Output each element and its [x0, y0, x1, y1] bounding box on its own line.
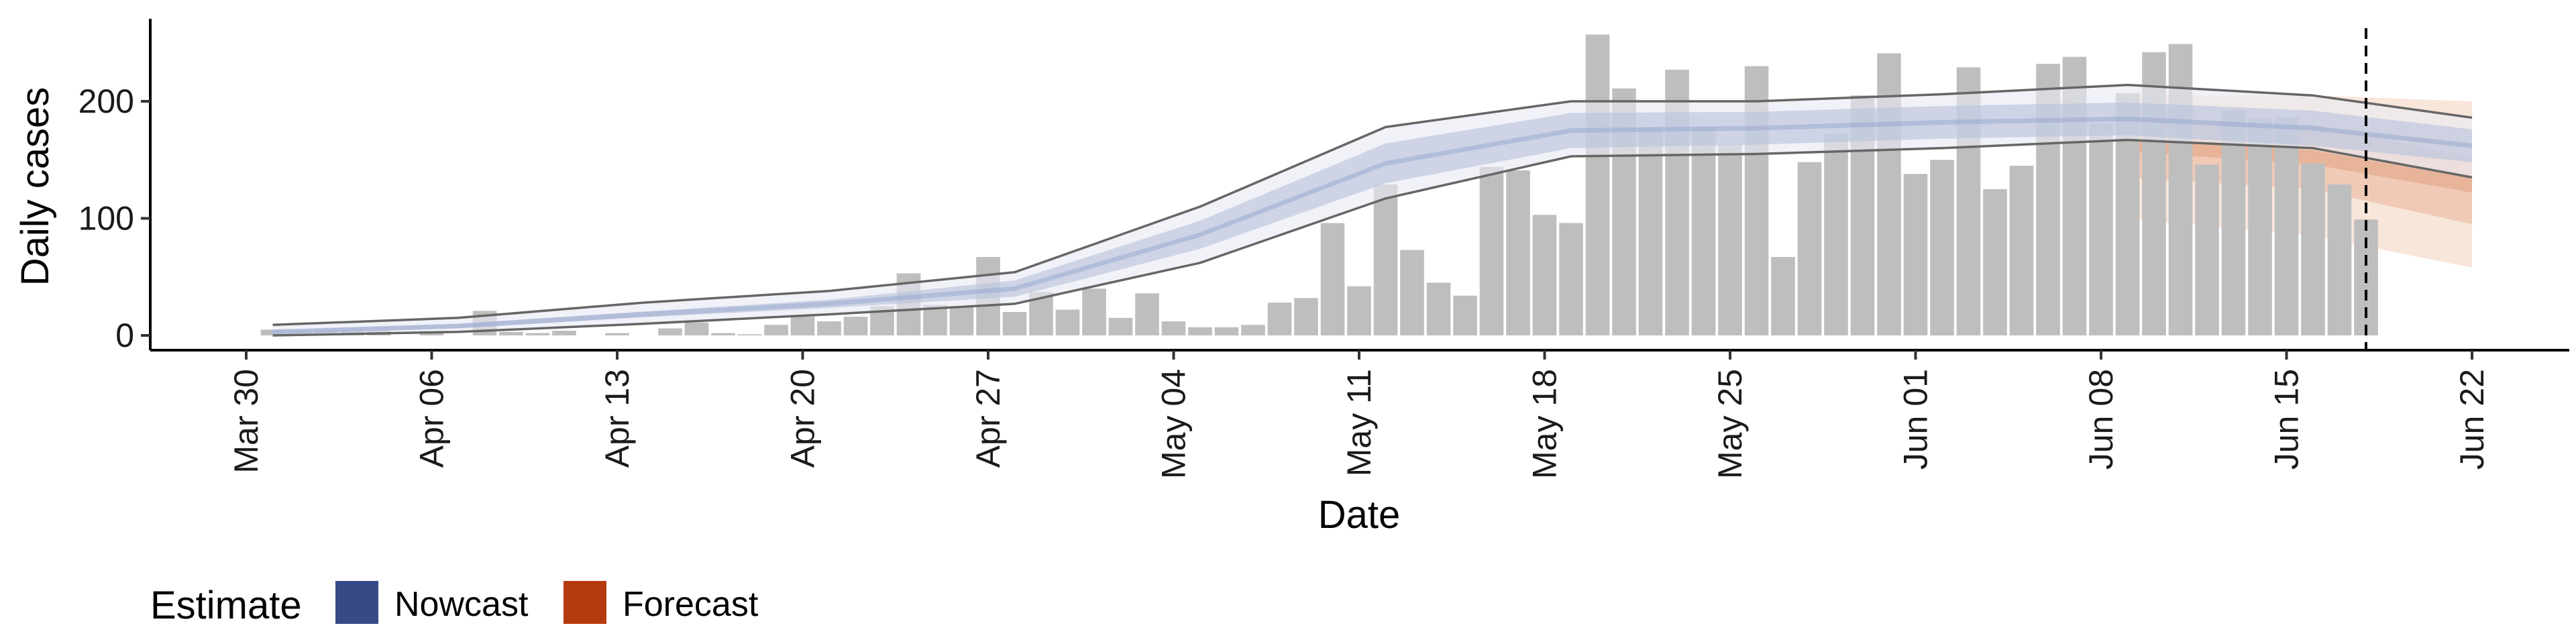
case-bar [1718, 144, 1742, 335]
case-bar [1585, 34, 1610, 335]
case-bar [2009, 166, 2034, 335]
x-tick-label: Apr 27 [969, 369, 1007, 468]
case-bar [1108, 317, 1133, 335]
case-bar [1135, 293, 1159, 335]
case-bar [1771, 257, 1795, 335]
x-tick-label: May 04 [1155, 369, 1193, 479]
x-tick-label: May 18 [1526, 369, 1564, 479]
case-bar [1426, 282, 1451, 335]
case-bar [2301, 163, 2325, 335]
nowcast-lower-line [272, 138, 2473, 337]
case-bar [1082, 288, 1106, 335]
case-bar [1241, 325, 1265, 335]
x-tick-label: Apr 06 [413, 369, 451, 468]
nowcast-upper-line [272, 83, 2473, 327]
forecast-median-band [2127, 138, 2472, 193]
case-bar [1797, 162, 1822, 335]
legend-label-forecast: Forecast [623, 585, 759, 624]
case-bar [949, 307, 974, 335]
case-bar [1691, 127, 1716, 335]
case-bar [1320, 223, 1345, 335]
legend-title: Estimate [150, 584, 302, 627]
case-bar [764, 325, 788, 335]
case-bar [1559, 223, 1583, 335]
case-bar [499, 331, 523, 335]
case-bar [843, 317, 868, 335]
case-bar [1161, 321, 1186, 335]
x-tick-label: Jun 08 [2082, 369, 2120, 470]
case-bar [1347, 286, 1371, 335]
case-bar [817, 321, 841, 335]
case-bar [1824, 133, 1848, 335]
case-bar [525, 333, 550, 335]
case-bar [1188, 327, 1212, 335]
case-bar [1002, 312, 1027, 335]
case-bar [605, 333, 629, 335]
case-bar [1400, 250, 1424, 335]
case-bar [684, 322, 709, 335]
x-tick-label: Mar 30 [227, 369, 265, 474]
y-tick-label: 100 [78, 200, 134, 237]
case-bar [1267, 303, 1292, 335]
y-tick-label: 0 [115, 317, 134, 354]
case-bar [1532, 215, 1557, 335]
case-bar [1983, 189, 2007, 335]
case-bar [1506, 170, 1530, 335]
x-tick-label: Jun 22 [2453, 369, 2491, 470]
case-bar [1214, 327, 1239, 335]
x-tick-label: Apr 13 [598, 369, 636, 468]
case-bar [2089, 123, 2113, 335]
y-axis-title: Daily cases [13, 87, 57, 286]
legend: Estimate Nowcast Forecast [150, 581, 759, 627]
case-bar [552, 331, 576, 335]
case-bar [1055, 309, 1080, 335]
case-bar [1930, 160, 1954, 336]
nowcast-outer-band [272, 85, 2472, 335]
case-bar [1903, 174, 1928, 335]
case-bar [737, 334, 762, 335]
case-bar [1479, 166, 1504, 335]
x-axis-title: Date [1318, 493, 1401, 537]
y-tick-label: 200 [78, 83, 134, 120]
legend-label-nowcast: Nowcast [394, 585, 529, 624]
x-tick-label: Jun 15 [2268, 369, 2306, 470]
nowcast-ribbons [272, 83, 2473, 337]
case-bar [2274, 117, 2299, 335]
case-bar [1638, 127, 1663, 335]
case-bar [1294, 298, 1318, 335]
y-axis-ticks: 0 100 200 [78, 83, 150, 354]
case-bar [1373, 184, 1398, 335]
case-bar [923, 305, 947, 335]
x-tick-label: May 25 [1711, 369, 1749, 479]
x-axis-ticks: Mar 30 Apr 06 Apr 13 Apr 20 Apr 27 May 04 May … [227, 350, 2491, 479]
case-bar [790, 317, 815, 335]
case-bar [2221, 111, 2246, 335]
case-bar [711, 333, 735, 335]
x-tick-label: Apr 20 [784, 369, 822, 468]
case-bar [2195, 164, 2219, 335]
case-bar [2327, 184, 2352, 335]
legend-swatch-nowcast [335, 581, 378, 624]
case-bar [2248, 119, 2272, 335]
case-bar [1453, 295, 1477, 335]
x-tick-label: May 11 [1340, 369, 1378, 476]
x-tick-label: Jun 01 [1897, 369, 1935, 470]
case-bar [658, 328, 682, 335]
legend-swatch-forecast [564, 581, 606, 624]
